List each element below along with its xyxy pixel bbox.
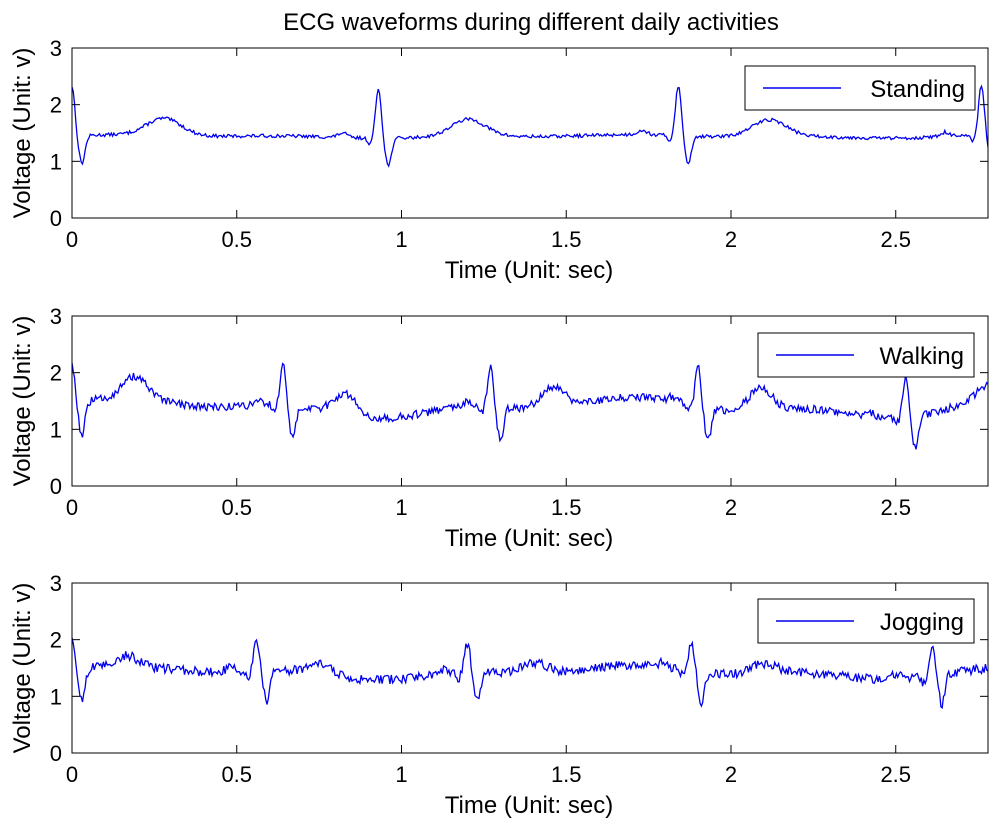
- x-tick-label: 0: [66, 495, 78, 520]
- x-tick-label: 1: [395, 495, 407, 520]
- legend-label: Jogging: [880, 609, 964, 636]
- axes-frame-walking: [71, 315, 989, 487]
- y-tick-label: 1: [50, 417, 62, 442]
- x-tick-label: 2: [725, 762, 737, 787]
- x-axis-label: Time (Unit: sec): [445, 525, 613, 552]
- legend-walking: Walking: [757, 332, 975, 378]
- ecg-line-walking: [72, 362, 988, 450]
- x-tick-label: 2.5: [880, 227, 911, 252]
- legend-jogging: Jogging: [757, 598, 975, 644]
- y-tick-label: 3: [50, 36, 62, 61]
- x-tick-label: 0: [66, 762, 78, 787]
- y-tick-label: 2: [50, 361, 62, 386]
- ecg-line-standing: [72, 84, 988, 168]
- x-tick-label: 0.5: [221, 762, 252, 787]
- y-tick-label: 0: [50, 206, 62, 231]
- x-tick-label: 2.5: [880, 495, 911, 520]
- legend-label: Walking: [880, 343, 964, 370]
- x-axis-label: Time (Unit: sec): [445, 792, 613, 819]
- y-tick-label: 0: [50, 741, 62, 766]
- x-tick-label: 1.5: [551, 495, 582, 520]
- y-axis-label: Voltage (Unit: v): [9, 583, 36, 754]
- x-tick-label: 1.5: [551, 762, 582, 787]
- x-tick-label: 2: [725, 495, 737, 520]
- legend-label: Standing: [870, 76, 965, 103]
- y-tick-label: 1: [50, 149, 62, 174]
- y-tick-label: 2: [50, 628, 62, 653]
- x-tick-label: 1: [395, 227, 407, 252]
- y-tick-label: 3: [50, 571, 62, 596]
- y-axis-label: Voltage (Unit: v): [9, 48, 36, 219]
- y-tick-label: 0: [50, 474, 62, 499]
- axes-frame-standing: [71, 47, 989, 219]
- x-tick-label: 1: [395, 762, 407, 787]
- subplot-jogging: 0 0.5 1 1.5 2 2.5 0 1 2 3 Time (Unit: sec) Voltage …: [9, 571, 989, 819]
- ecg-line-jogging: [72, 637, 988, 710]
- y-tick-label: 1: [50, 684, 62, 709]
- x-axis-label: Time (Unit: sec): [445, 257, 613, 284]
- x-tick-label: 0: [66, 227, 78, 252]
- axes-frame-jogging: [71, 582, 989, 754]
- x-tick-label: 2.5: [880, 762, 911, 787]
- x-tick-label: 1.5: [551, 227, 582, 252]
- legend-standing: Standing: [744, 65, 976, 111]
- x-tick-label: 0.5: [221, 495, 252, 520]
- x-tick-label: 0.5: [221, 227, 252, 252]
- y-tick-label: 3: [50, 304, 62, 329]
- x-tick-label: 2: [725, 227, 737, 252]
- y-tick-label: 2: [50, 93, 62, 118]
- subplots: 0 0.5 1 1.5 2 2.5 0 1 2 3 Time (Unit: sec) Voltage …: [9, 36, 989, 819]
- subplot-standing: 0 0.5 1 1.5 2 2.5 0 1 2 3 Time (Unit: sec) Voltage …: [9, 36, 989, 284]
- y-axis-label: Voltage (Unit: v): [9, 316, 36, 487]
- chart-title: ECG waveforms during different daily act…: [283, 9, 779, 36]
- subplot-walking: 0 0.5 1 1.5 2 2.5 0 1 2 3 Time (Unit: sec) Voltage …: [9, 304, 989, 552]
